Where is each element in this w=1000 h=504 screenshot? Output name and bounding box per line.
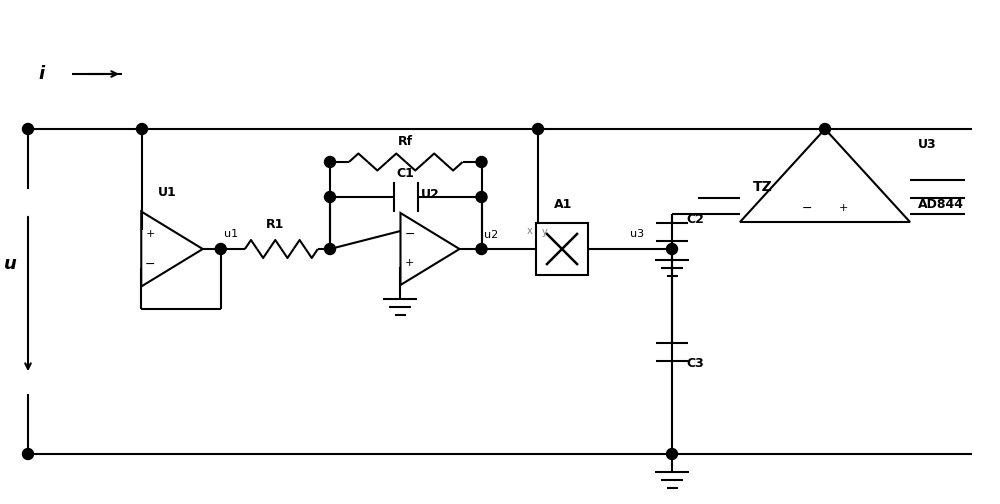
Circle shape (666, 449, 678, 460)
Text: −: − (145, 258, 156, 271)
Text: C2: C2 (686, 213, 704, 226)
Text: +: + (838, 203, 848, 213)
Text: U2: U2 (421, 188, 439, 201)
Circle shape (23, 449, 34, 460)
Circle shape (820, 123, 830, 135)
Circle shape (23, 123, 34, 135)
Text: AD844: AD844 (918, 198, 964, 211)
Text: u2: u2 (484, 230, 498, 240)
Text: R1: R1 (266, 218, 285, 231)
Text: u1: u1 (224, 229, 238, 239)
Circle shape (324, 243, 336, 255)
Text: −: − (802, 202, 812, 215)
Circle shape (476, 192, 487, 203)
Text: A1: A1 (554, 198, 572, 211)
Text: u: u (4, 255, 16, 273)
Text: U3: U3 (918, 138, 937, 151)
Text: Rf: Rf (398, 135, 413, 148)
Text: +: + (405, 259, 414, 269)
Text: y: y (542, 227, 548, 237)
Text: U1: U1 (158, 186, 176, 200)
Circle shape (324, 192, 336, 203)
Circle shape (324, 157, 336, 167)
Text: +: + (146, 229, 155, 239)
Circle shape (476, 157, 487, 167)
Text: C1: C1 (397, 167, 415, 180)
Text: x: x (526, 226, 532, 236)
Bar (536, 223, 588, 275)
Circle shape (476, 243, 487, 255)
Text: i: i (38, 65, 44, 83)
Text: C3: C3 (686, 357, 704, 370)
Text: u3: u3 (630, 229, 644, 239)
Text: TZ: TZ (753, 180, 773, 194)
Circle shape (215, 243, 226, 255)
Circle shape (136, 123, 148, 135)
Circle shape (532, 123, 544, 135)
Circle shape (666, 243, 678, 255)
Text: −: − (404, 228, 415, 241)
